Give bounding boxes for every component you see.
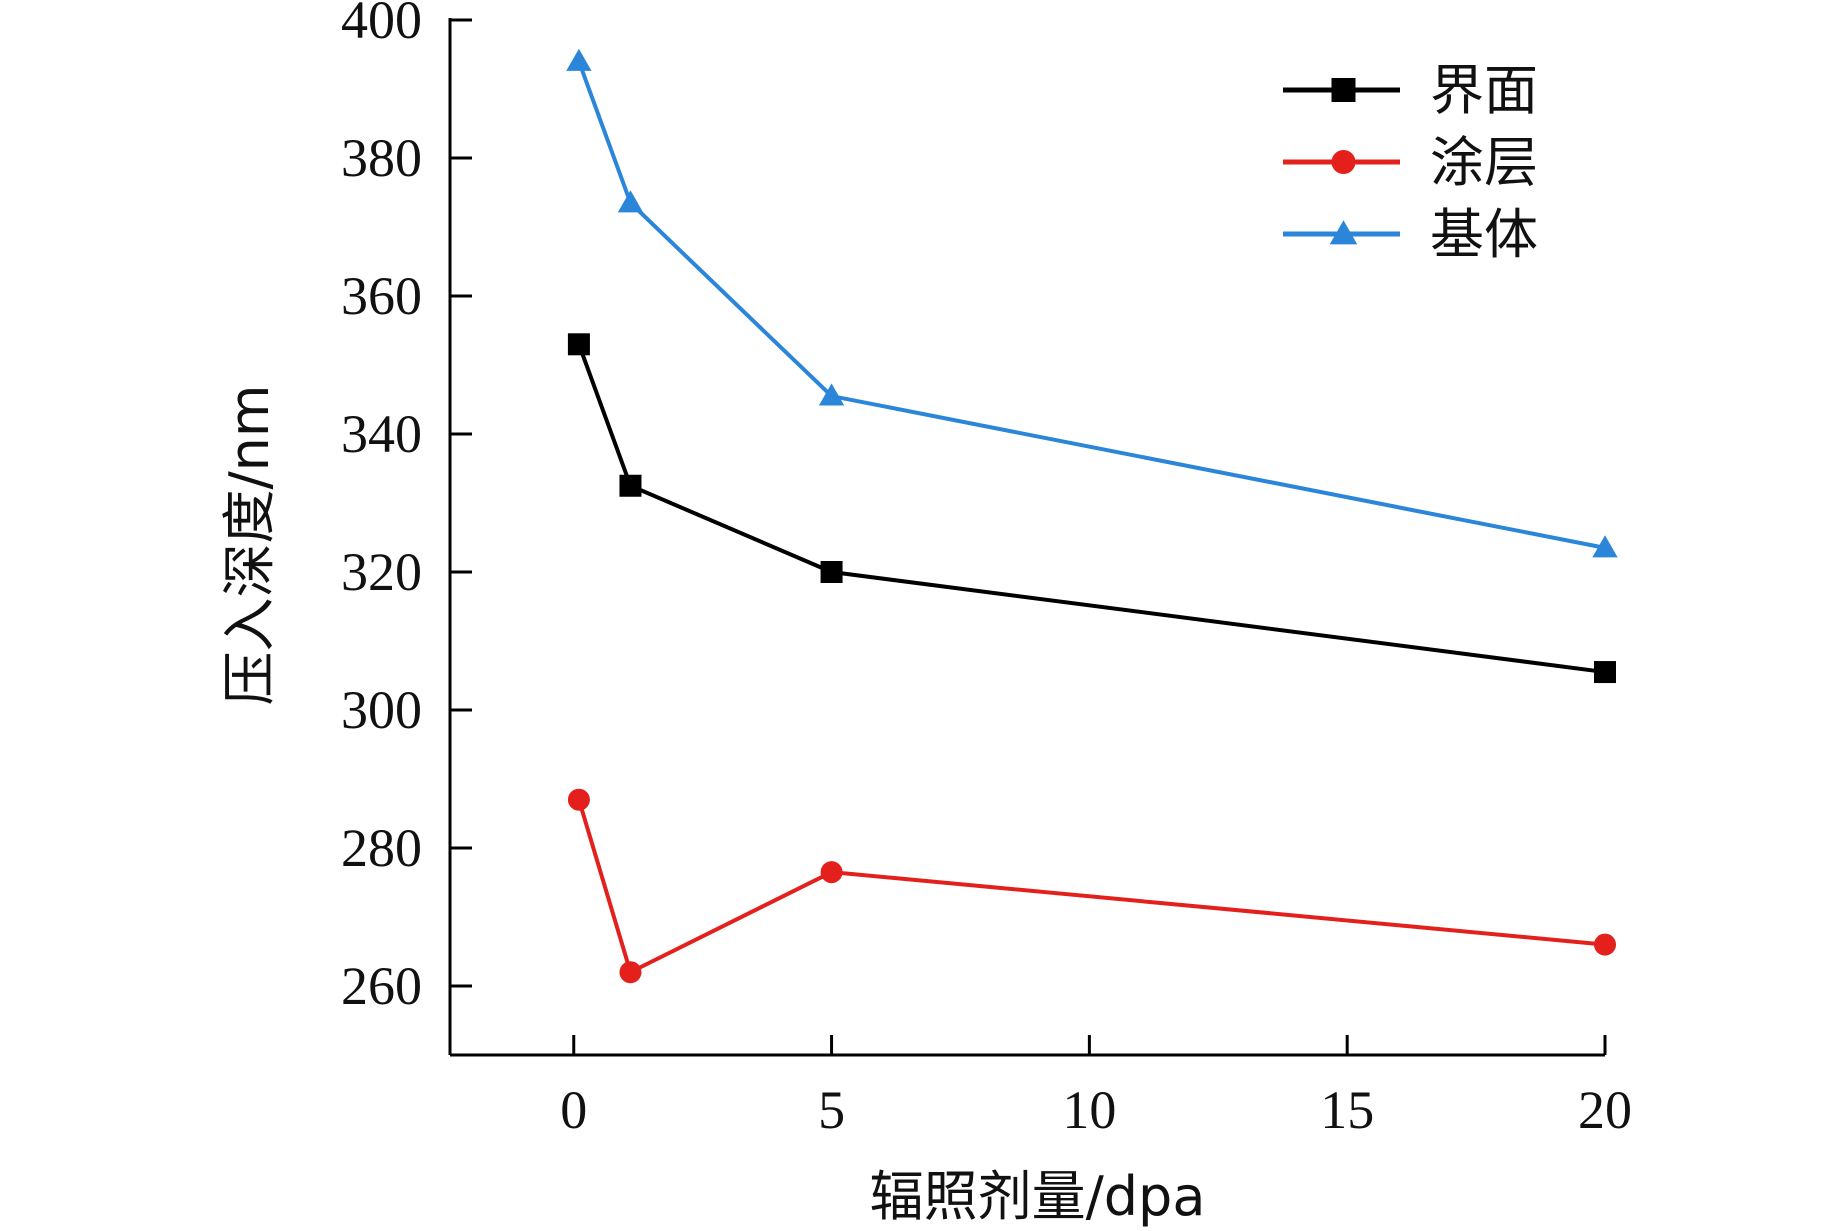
legend-label: 界面: [1430, 59, 1538, 122]
data-point: [567, 333, 590, 356]
x-ticks: 0 5 10 15 20: [560, 1035, 1632, 1140]
axes: [448, 18, 1605, 1057]
series-line: [577, 343, 1606, 675]
y-tick-label: 360: [341, 266, 422, 326]
data-point: [820, 561, 843, 583]
legend-marker: [1331, 78, 1356, 102]
y-tick-label: 380: [341, 128, 422, 188]
data-point: [820, 861, 843, 884]
y-axis-title: 压入深度/nm: [218, 384, 281, 705]
legend-marker: [1331, 150, 1356, 174]
series-group: [566, 48, 1618, 984]
x-tick-label: 20: [1578, 1080, 1632, 1140]
y-tick-label: 340: [341, 404, 422, 464]
y-tick-label: 320: [341, 542, 422, 602]
x-tick-label: 0: [560, 1080, 587, 1140]
data-point: [1594, 933, 1616, 956]
series-square: [567, 333, 1616, 684]
legend-marker: [1329, 220, 1358, 245]
y-tick-label: 300: [341, 680, 422, 740]
y-ticks: 260 280 300 320 340 360 380 400: [341, 0, 472, 1016]
y-tick-label: 280: [341, 818, 422, 878]
data-point: [566, 48, 592, 71]
y-tick-label: 400: [341, 0, 422, 50]
series-line: [577, 60, 1606, 550]
x-tick-label: 15: [1320, 1080, 1374, 1140]
data-point: [619, 961, 642, 984]
data-point: [619, 474, 642, 497]
series-triangle: [566, 48, 1618, 558]
x-tick-label: 10: [1062, 1080, 1116, 1140]
x-axis-title: 辐照剂量/dpa: [870, 1165, 1206, 1228]
series-circle: [567, 788, 1616, 984]
legend-label: 涂层: [1430, 131, 1538, 194]
y-tick-label: 260: [341, 956, 422, 1016]
data-point: [567, 788, 590, 811]
data-point: [617, 190, 644, 213]
x-tick-label: 5: [818, 1080, 845, 1140]
series-line: [576, 799, 1606, 975]
legend-label: 基体: [1430, 203, 1538, 266]
data-point: [1592, 535, 1618, 558]
data-point: [818, 383, 845, 406]
data-point: [1594, 661, 1616, 684]
